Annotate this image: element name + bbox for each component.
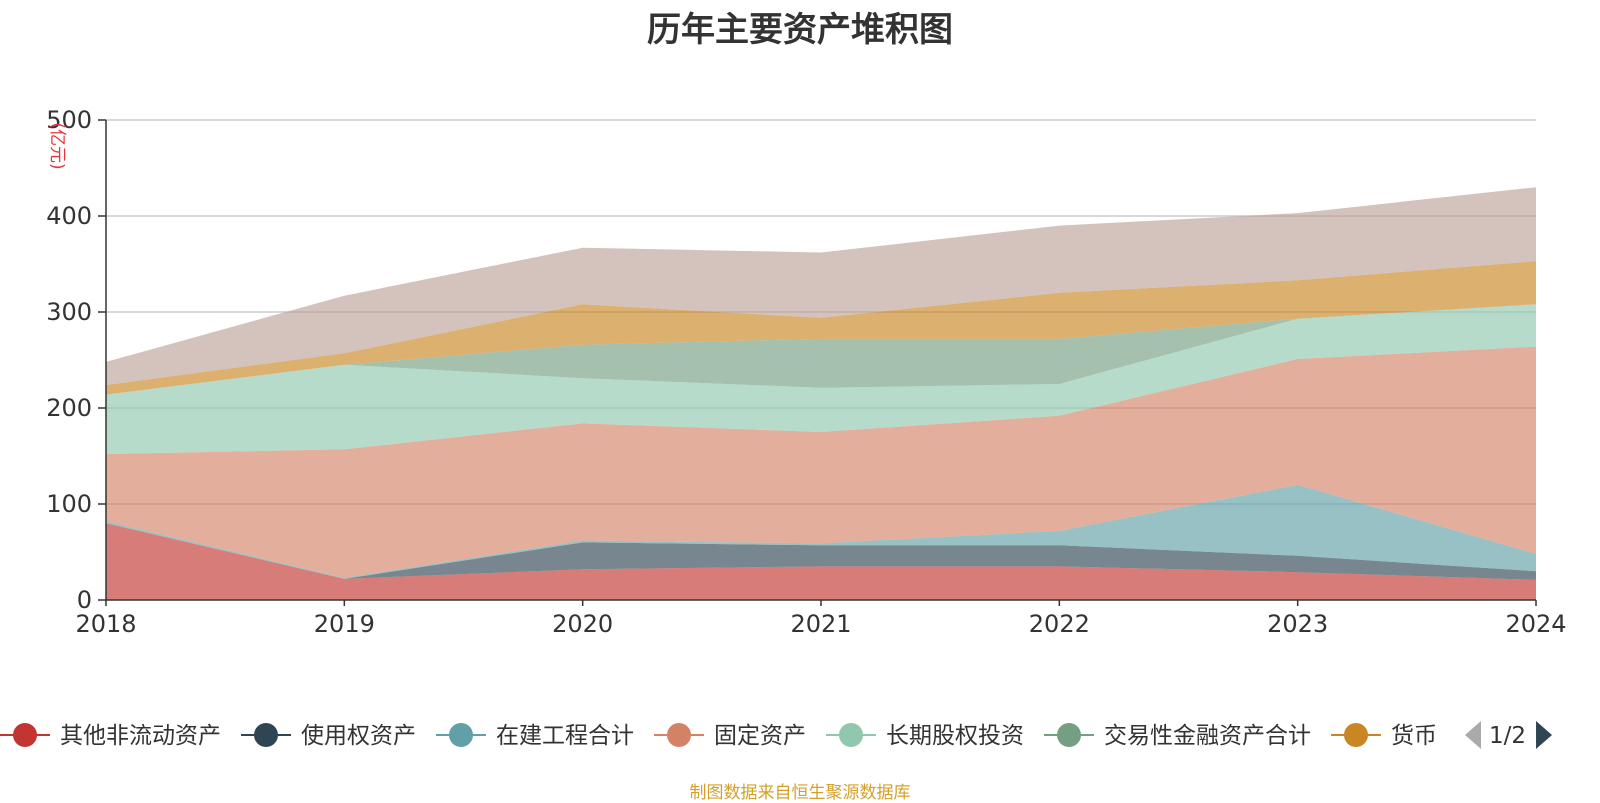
area-其他非流动资产 [106, 523, 1536, 600]
legend-item[interactable]: 长期股权投资 [826, 723, 1024, 749]
y-tick-label: 100 [46, 490, 92, 518]
legend-prev-page-icon[interactable] [1465, 721, 1481, 749]
y-tick-label: 200 [46, 394, 92, 422]
legend-marker [667, 723, 691, 747]
legend-label: 货币 [1391, 723, 1437, 749]
legend-page-indicator: 1/2 [1489, 723, 1526, 749]
legend-label: 交易性金融资产合计 [1104, 723, 1311, 749]
x-tick-label: 2022 [1029, 610, 1090, 638]
source-note: 制图数据来自恒生聚源数据库 [689, 783, 911, 803]
legend-item[interactable]: 货币 [1331, 723, 1437, 749]
y-tick-label: 400 [46, 202, 92, 230]
area-固定资产 [106, 346, 1536, 578]
legend-marker [1344, 723, 1368, 747]
legend-item[interactable]: 使用权资产 [241, 723, 416, 749]
area-长期股权投资 [106, 304, 1536, 455]
x-tick-label: 2021 [790, 610, 851, 638]
x-tick-label: 2018 [75, 610, 136, 638]
area-使用权资产 [106, 523, 1536, 580]
y-tick-label: 0 [77, 586, 92, 614]
legend-marker [449, 723, 473, 747]
area-货币 [106, 261, 1536, 395]
legend-marker [1057, 723, 1081, 747]
x-tick-label: 2024 [1505, 610, 1566, 638]
legend-label: 其他非流动资产 [60, 723, 221, 749]
y-tick-label: 500 [46, 106, 92, 134]
legend-label: 在建工程合计 [496, 723, 634, 749]
legend-marker [254, 723, 278, 747]
legend-item[interactable]: 交易性金融资产合计 [1044, 723, 1311, 749]
x-tick-label: 2020 [552, 610, 613, 638]
legend-item[interactable]: 在建工程合计 [436, 723, 634, 749]
area-交易性金融资产合计 [106, 304, 1536, 395]
legend-marker [839, 723, 863, 747]
area-其他 [106, 187, 1536, 385]
y-unit-label: (亿元) [47, 122, 67, 169]
legend-label: 长期股权投资 [886, 723, 1024, 749]
legend-label: 使用权资产 [301, 723, 416, 749]
x-tick-label: 2019 [314, 610, 375, 638]
chart-title: 历年主要资产堆积图 [647, 10, 953, 50]
y-tick-label: 300 [46, 298, 92, 326]
legend-item[interactable]: 固定资产 [654, 723, 806, 749]
legend-item[interactable]: 其他非流动资产 [0, 723, 221, 749]
legend-next-page-icon[interactable] [1536, 721, 1553, 749]
legend-marker [13, 723, 37, 747]
legend-label: 固定资产 [714, 723, 806, 749]
x-tick-label: 2023 [1267, 610, 1328, 638]
area-在建工程合计 [106, 484, 1536, 579]
